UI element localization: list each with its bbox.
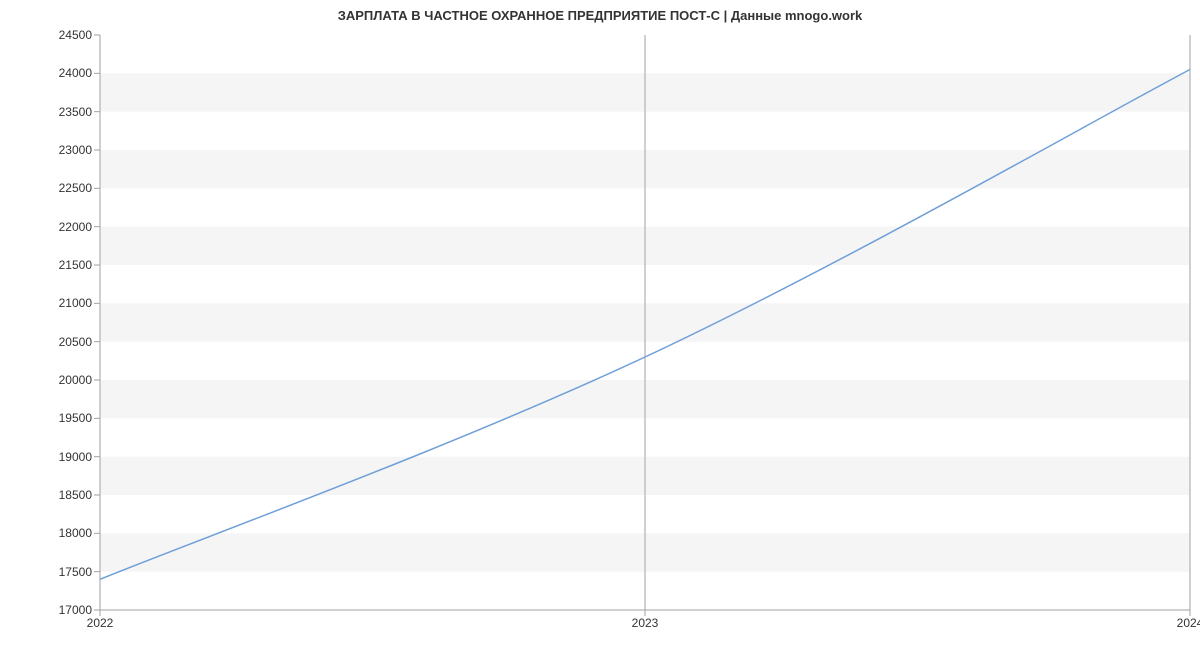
y-tick-label: 21000 [59,296,92,310]
y-tick-label: 23000 [59,143,92,157]
y-tick-label: 24000 [59,66,92,80]
y-tick-label: 18500 [59,488,92,502]
y-tick-label: 20500 [59,335,92,349]
y-tick-label: 17500 [59,565,92,579]
y-tick-label: 17000 [59,603,92,617]
y-tick-label: 21500 [59,258,92,272]
y-tick-label: 22000 [59,220,92,234]
chart-container: ЗАРПЛАТА В ЧАСТНОЕ ОХРАННОЕ ПРЕДПРИЯТИЕ … [0,0,1200,650]
y-tick-label: 24500 [59,28,92,42]
y-tick-label: 19500 [59,411,92,425]
y-tick-label: 18000 [59,526,92,540]
plot-area: 1700017500180001850019000195002000020500… [100,35,1190,610]
y-tick-label: 20000 [59,373,92,387]
chart-svg [100,35,1190,610]
y-tick-label: 23500 [59,105,92,119]
x-tick-label: 2024 [1177,616,1200,630]
x-tick-label: 2023 [632,616,659,630]
y-tick-label: 22500 [59,181,92,195]
y-tick-label: 19000 [59,450,92,464]
chart-title: ЗАРПЛАТА В ЧАСТНОЕ ОХРАННОЕ ПРЕДПРИЯТИЕ … [0,8,1200,23]
x-tick-label: 2022 [87,616,114,630]
